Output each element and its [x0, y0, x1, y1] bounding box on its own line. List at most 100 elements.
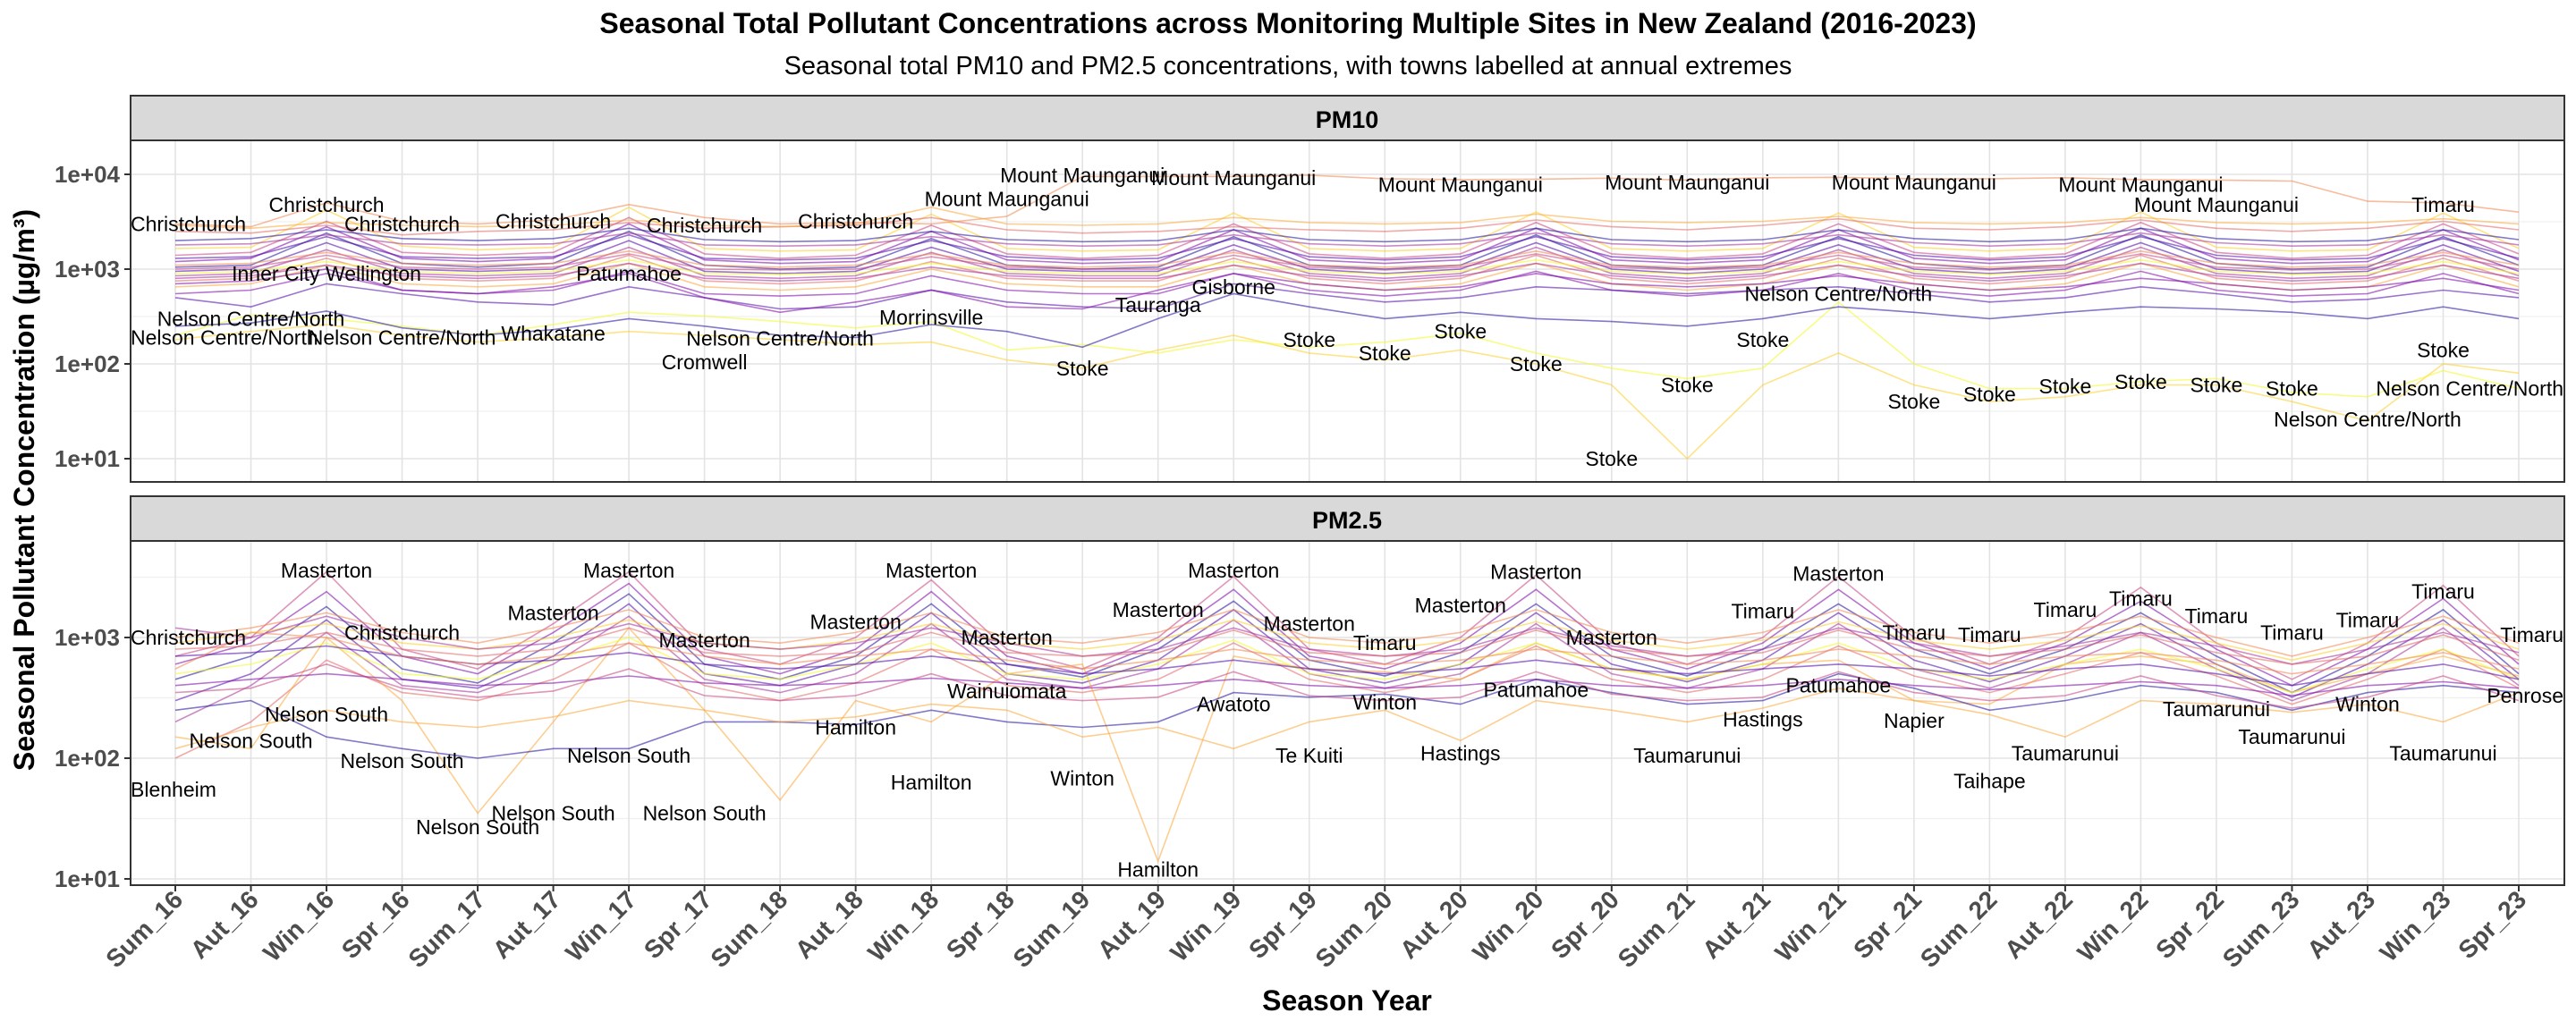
site-label: Nelson Centre/North — [1745, 283, 1933, 306]
site-label: Masterton — [1113, 598, 1204, 621]
grid-pm25 — [131, 541, 2564, 885]
site-label: Stoke — [1963, 383, 2016, 406]
site-label: Timaru — [1731, 600, 1794, 623]
strip-pm25 — [130, 495, 2565, 542]
panel-frame-pm25 — [130, 540, 2565, 886]
site-label: Napier — [1884, 709, 1945, 732]
site-label: Timaru — [1883, 621, 1946, 644]
panel-pm10: PM10 ChristchurchChristchurchChristchurc… — [55, 95, 2565, 483]
site-label: Nelson Centre/North — [2376, 377, 2563, 401]
series-line — [174, 268, 2520, 314]
x-tick-label: Sum_18 — [706, 885, 793, 973]
site-label: Christchurch — [131, 212, 246, 235]
site-label: Hastings — [1420, 741, 1500, 764]
site-label: Christchurch — [344, 621, 460, 644]
strip-label-pm25: PM2.5 — [1312, 507, 1382, 534]
x-tick-label: Aut_20 — [1394, 885, 1473, 964]
site-label: Masterton — [583, 559, 674, 582]
site-labels-pm25: Christchurch Masterton Christchurch Mastert… — [131, 559, 2563, 881]
x-tick-label: Win_22 — [2072, 885, 2154, 967]
site-label: Stoke — [2417, 339, 2470, 362]
site-label: Christchurch — [268, 193, 384, 216]
site-label: Masterton — [1792, 561, 1884, 585]
site-label: Winton — [2335, 693, 2400, 716]
site-label: Te Kuiti — [1275, 744, 1343, 767]
site-label: Taihape — [1953, 769, 2026, 792]
site-label: Stoke — [1434, 320, 1487, 343]
site-label: Tauranga — [1115, 293, 1201, 317]
site-label: Timaru — [2336, 608, 2400, 631]
site-label: Christchurch — [798, 209, 913, 232]
site-label: Taumarunui — [2163, 697, 2270, 721]
site-label: Nelson South — [567, 744, 691, 767]
site-label: Mount Maunganui — [1832, 171, 1996, 194]
x-tick-label: Sum_17 — [402, 885, 490, 973]
y-tick-label: 1e+04 — [55, 161, 121, 188]
site-label: Stoke — [1510, 352, 1563, 376]
y-tick-label: 1e+03 — [55, 256, 120, 283]
site-label: Inner City Wellington — [232, 262, 421, 285]
x-tick-label: Win_19 — [1165, 885, 1246, 967]
series-lines-pm10 — [174, 174, 2520, 460]
series-line — [174, 253, 2520, 271]
site-label: Taumarunui — [2012, 741, 2119, 764]
x-tick-label: Aut_18 — [790, 885, 869, 964]
site-label: Taumarunui — [2238, 725, 2345, 748]
site-label: Whakatane — [501, 322, 605, 345]
site-label: Stoke — [1736, 328, 1789, 351]
x-tick-label: Aut_21 — [1697, 885, 1775, 964]
x-tick-label: Aut_16 — [185, 885, 264, 964]
series-line — [174, 249, 2520, 268]
series-line — [174, 216, 2520, 236]
site-label: Nelson Centre/North — [131, 325, 318, 349]
site-label: Nelson South — [265, 703, 388, 726]
series-line — [174, 283, 2520, 310]
y-ticks-pm25: 1e+01 1e+02 1e+03 — [55, 624, 131, 892]
site-label: Masterton — [886, 559, 977, 582]
x-tick-label: Sum_19 — [1008, 885, 1096, 973]
site-label: Hamilton — [1117, 857, 1199, 881]
series-line — [174, 254, 2520, 285]
series-line — [174, 609, 2520, 657]
x-tick-label: Win_23 — [2375, 885, 2456, 967]
x-axis-title: Season Year — [1262, 984, 1432, 1017]
site-label: Masterton — [281, 559, 372, 582]
site-label: Masterton — [1566, 626, 1657, 649]
site-label: Patumahoe — [576, 262, 682, 285]
series-line — [174, 663, 2520, 709]
site-label: Morrinsville — [879, 306, 983, 329]
site-label: Mount Maunganui — [1151, 166, 1316, 190]
x-tick-label: Aut_23 — [2301, 885, 2380, 964]
site-label: Masterton — [1415, 594, 1506, 617]
y-ticks-pm10: 1e+01 1e+02 1e+03 1e+04 — [55, 161, 131, 472]
x-tick-label: Sum_22 — [1915, 885, 2003, 973]
site-label: Taumarunui — [1633, 744, 1741, 767]
strip-label-pm10: PM10 — [1316, 106, 1379, 133]
x-tick-label: Aut_17 — [487, 885, 566, 964]
y-tick-label: 1e+02 — [55, 745, 120, 772]
series-line — [174, 270, 2520, 297]
site-label: Stoke — [1056, 357, 1109, 380]
site-label: Stoke — [2266, 377, 2318, 401]
site-label: Masterton — [1490, 561, 1581, 584]
chart-subtitle: Seasonal total PM10 and PM2.5 concentrat… — [784, 52, 1792, 80]
site-label: Masterton — [507, 601, 598, 624]
site-label: Patumahoe — [1786, 674, 1892, 697]
site-label: Timaru — [2500, 623, 2563, 646]
panel-background — [131, 541, 2564, 885]
site-label: Nelson Centre/North — [2274, 408, 2462, 431]
series-line — [174, 324, 2520, 460]
y-tick-label: 1e+01 — [55, 445, 120, 472]
site-label: Christchurch — [344, 212, 460, 235]
site-label: Stoke — [2114, 370, 2167, 393]
series-line — [174, 262, 2520, 283]
x-tick-label: Spr_23 — [2453, 885, 2531, 964]
series-line — [174, 672, 2520, 759]
y-axis-title: Seasonal Pollutant Concentration (µg/m³) — [8, 209, 40, 771]
site-label: Stoke — [2038, 375, 2091, 398]
x-tick-label: Sum_21 — [1613, 885, 1700, 973]
series-line — [174, 615, 2520, 665]
site-label: Timaru — [2109, 587, 2173, 611]
site-label: Timaru — [2411, 580, 2475, 604]
